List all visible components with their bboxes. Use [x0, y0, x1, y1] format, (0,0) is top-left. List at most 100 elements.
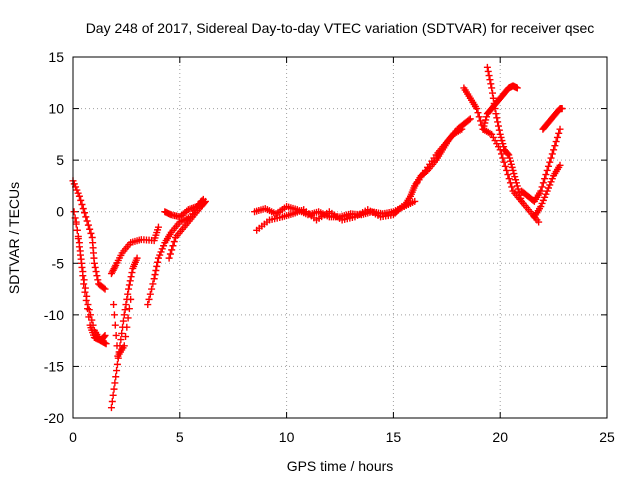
- data-point: [87, 229, 95, 237]
- chart-title: Day 248 of 2017, Sidereal Day-to-day VTE…: [86, 20, 595, 36]
- data-point: [544, 184, 552, 192]
- data-point: [465, 116, 473, 124]
- data-point: [499, 154, 507, 162]
- data-point: [74, 235, 82, 243]
- data-point: [80, 276, 88, 284]
- data-point: [509, 166, 517, 174]
- data-point: [505, 175, 513, 183]
- x-tick-labels: 0 5 10 15 20 25: [69, 429, 615, 445]
- data-point: [125, 305, 133, 313]
- data-point: [550, 146, 558, 154]
- series-s11: [253, 203, 406, 234]
- data-point: [93, 272, 101, 280]
- data-point: [127, 273, 135, 281]
- data-point: [120, 311, 128, 319]
- x-tick-label: 15: [386, 429, 402, 445]
- data-point: [541, 193, 549, 201]
- data-point: [494, 122, 502, 130]
- data-point: [543, 166, 551, 174]
- data-point: [73, 226, 81, 234]
- data-point: [503, 166, 511, 174]
- data-point: [542, 190, 550, 198]
- y-tick-label: 15: [48, 49, 64, 65]
- data-point: [513, 182, 521, 190]
- data-point: [117, 336, 125, 344]
- data-point: [170, 238, 178, 246]
- data-point: [169, 242, 177, 250]
- data-point: [491, 105, 499, 113]
- data-point: [100, 333, 108, 341]
- data-point: [84, 301, 92, 309]
- series-s5: [107, 223, 162, 278]
- data-point: [546, 181, 554, 189]
- data-point: [547, 178, 555, 186]
- data-point: [126, 277, 134, 285]
- data-point: [76, 251, 84, 259]
- y-tick-label: -5: [52, 255, 65, 271]
- plot-frame: [72, 56, 608, 419]
- data-point: [82, 213, 90, 221]
- data-point: [506, 154, 514, 162]
- data-point: [556, 125, 564, 133]
- data-point: [547, 154, 555, 162]
- data-point: [488, 84, 496, 92]
- data-point: [112, 331, 120, 339]
- data-point: [494, 118, 502, 126]
- data-point: [112, 373, 120, 381]
- data-point: [152, 267, 160, 275]
- data-point: [154, 223, 162, 231]
- data-point: [548, 150, 556, 158]
- data-point: [110, 311, 118, 319]
- series-s15: [479, 82, 521, 133]
- data-point: [111, 321, 119, 329]
- data-point: [125, 285, 133, 293]
- data-point: [487, 80, 495, 88]
- data-point: [493, 114, 501, 122]
- data-point: [107, 404, 115, 412]
- data-point: [77, 196, 85, 204]
- data-point: [482, 116, 490, 124]
- data-point: [496, 130, 504, 138]
- data-point: [466, 115, 474, 123]
- data-point: [70, 208, 78, 216]
- data-point: [165, 254, 173, 262]
- data-point: [151, 271, 159, 279]
- data-point: [480, 122, 488, 130]
- data-point: [148, 285, 156, 293]
- data-point: [504, 150, 512, 158]
- data-point: [89, 321, 97, 329]
- data-point: [75, 192, 83, 200]
- data-point: [113, 342, 121, 350]
- data-point: [157, 248, 165, 256]
- data-point: [91, 263, 99, 271]
- data-point: [85, 306, 93, 314]
- data-point: [122, 301, 130, 309]
- series-s6: [110, 295, 135, 360]
- data-point: [86, 225, 94, 233]
- data-point: [144, 301, 152, 309]
- series-s9: [161, 195, 207, 221]
- data-point: [481, 119, 489, 127]
- data-point: [499, 140, 507, 148]
- data-point: [153, 262, 161, 270]
- data-point: [505, 151, 513, 159]
- x-tick-label: 20: [492, 429, 508, 445]
- data-point: [92, 268, 100, 276]
- y-tick-label: 10: [48, 101, 64, 117]
- data-point: [113, 367, 121, 375]
- data-point: [79, 268, 87, 276]
- data-point: [102, 340, 110, 348]
- data-point: [535, 218, 543, 226]
- data-point: [156, 251, 164, 259]
- data-point: [122, 333, 130, 341]
- data-point: [72, 218, 80, 226]
- series-s19: [539, 105, 566, 133]
- data-point: [78, 200, 86, 208]
- data-point: [500, 158, 508, 166]
- data-point: [158, 245, 166, 253]
- data-point: [110, 301, 118, 309]
- data-point: [543, 187, 551, 195]
- data-point: [483, 63, 491, 71]
- data-point: [508, 163, 516, 171]
- data-point: [198, 197, 206, 205]
